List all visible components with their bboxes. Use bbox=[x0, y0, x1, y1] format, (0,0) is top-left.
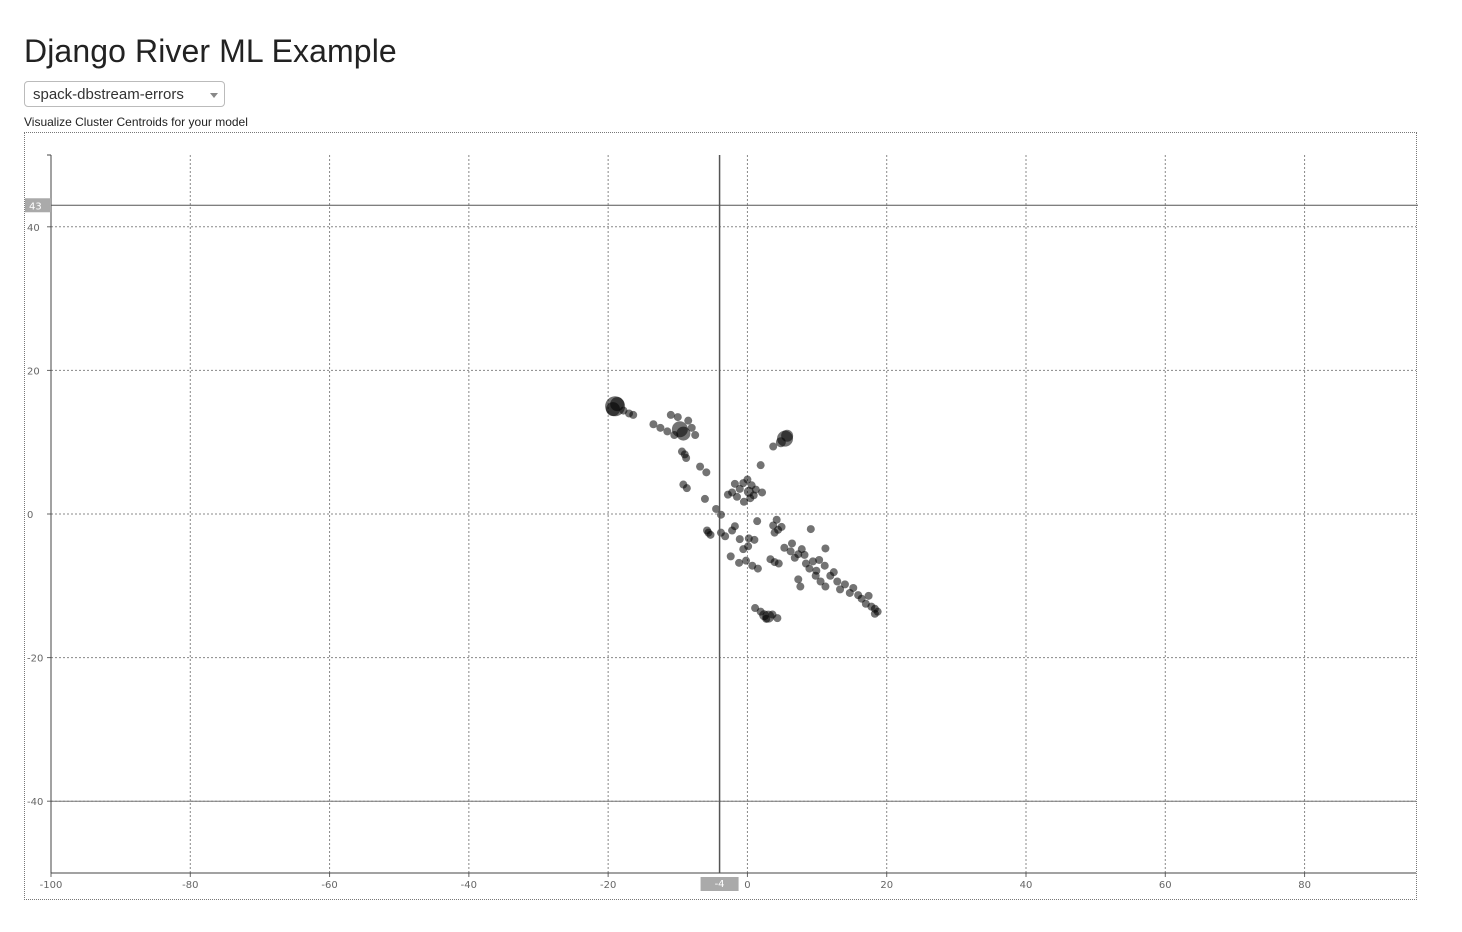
data-point bbox=[742, 556, 751, 565]
data-point bbox=[702, 468, 711, 477]
data-point bbox=[712, 504, 721, 513]
data-point bbox=[788, 539, 796, 548]
data-point bbox=[750, 535, 759, 544]
chevron-down-icon bbox=[210, 93, 218, 98]
data-point bbox=[656, 423, 665, 432]
data-point bbox=[806, 525, 815, 534]
data-point bbox=[756, 461, 765, 470]
data-point bbox=[666, 410, 675, 419]
crosshair-x-label: -4 bbox=[715, 879, 725, 890]
data-point bbox=[673, 413, 682, 422]
data-point bbox=[770, 528, 779, 537]
page-title: Django River ML Example bbox=[24, 33, 397, 69]
crosshair-x-badge bbox=[700, 877, 739, 891]
x-tick-label: 40 bbox=[1020, 880, 1033, 891]
data-point bbox=[794, 575, 803, 584]
data-point bbox=[606, 402, 621, 417]
y-tick-label: 20 bbox=[27, 366, 40, 377]
grid bbox=[51, 155, 1416, 873]
data-point bbox=[811, 571, 820, 580]
data-point bbox=[775, 437, 786, 448]
data-point bbox=[704, 528, 713, 537]
x-tick-label: 20 bbox=[880, 880, 893, 891]
data-point bbox=[773, 614, 782, 623]
x-tick-label: 80 bbox=[1298, 880, 1311, 891]
x-tick-label: -100 bbox=[40, 880, 63, 891]
data-point bbox=[687, 423, 696, 432]
data-point bbox=[663, 427, 672, 436]
data-point bbox=[670, 431, 679, 440]
model-select[interactable]: spack-dbstream-errors bbox=[24, 81, 225, 107]
data-points bbox=[605, 396, 882, 623]
x-tick-label: 60 bbox=[1159, 880, 1172, 891]
data-point bbox=[864, 591, 873, 600]
data-point bbox=[753, 564, 762, 573]
axes: -100 -80 -60 -40 -20 0 20 40 60 80 40 20 0 -20 -40 bbox=[27, 154, 1416, 891]
x-tick-label: -80 bbox=[182, 880, 198, 891]
data-point bbox=[676, 426, 691, 441]
data-point bbox=[796, 582, 805, 591]
data-point bbox=[682, 484, 691, 493]
data-point bbox=[758, 488, 767, 497]
data-point bbox=[762, 614, 771, 623]
data-point bbox=[840, 580, 849, 589]
model-select-value: spack-dbstream-errors bbox=[33, 86, 184, 103]
data-point bbox=[777, 522, 786, 531]
y-tick-label: 0 bbox=[27, 510, 33, 521]
data-point bbox=[696, 462, 705, 471]
data-point bbox=[820, 561, 829, 570]
data-point bbox=[772, 515, 781, 524]
data-point bbox=[735, 484, 744, 493]
data-point bbox=[829, 568, 838, 577]
data-point bbox=[769, 442, 778, 451]
data-point bbox=[746, 494, 755, 503]
data-point bbox=[700, 494, 709, 503]
data-point bbox=[744, 542, 753, 551]
crosshair-y-label: 43 bbox=[29, 201, 42, 212]
data-point bbox=[726, 552, 735, 561]
data-point bbox=[780, 543, 789, 552]
data-point bbox=[730, 479, 739, 488]
y-tick-label: 40 bbox=[27, 223, 40, 234]
data-point bbox=[721, 532, 730, 541]
data-point bbox=[821, 544, 830, 553]
data-point bbox=[730, 522, 739, 531]
data-point bbox=[629, 410, 638, 419]
data-point bbox=[716, 510, 725, 519]
data-point bbox=[870, 609, 879, 618]
data-point bbox=[684, 416, 693, 425]
y-tick-label: -20 bbox=[27, 654, 43, 665]
data-point bbox=[816, 577, 825, 586]
data-point bbox=[649, 420, 658, 429]
data-point bbox=[833, 577, 842, 586]
data-point bbox=[774, 559, 783, 568]
data-point bbox=[682, 453, 691, 462]
chart-caption: Visualize Cluster Centroids for your mod… bbox=[24, 115, 248, 129]
data-point bbox=[743, 475, 752, 484]
data-point bbox=[732, 492, 741, 501]
data-point bbox=[800, 550, 809, 559]
crosshair: 43 -4 bbox=[25, 155, 1418, 891]
data-point bbox=[836, 585, 845, 594]
data-point bbox=[849, 583, 858, 592]
cluster-plot[interactable]: -100 -80 -60 -40 -20 0 20 40 60 80 40 20 0 -20 -40 43-… bbox=[24, 132, 1418, 901]
y-tick-label: -40 bbox=[27, 797, 43, 808]
data-point bbox=[739, 497, 748, 506]
x-tick-label: -20 bbox=[600, 880, 616, 891]
data-point bbox=[808, 557, 817, 566]
data-point bbox=[821, 582, 830, 591]
data-point bbox=[786, 547, 795, 556]
data-point bbox=[805, 564, 814, 573]
data-point bbox=[735, 535, 744, 544]
data-point bbox=[753, 517, 762, 526]
data-point bbox=[815, 555, 824, 564]
x-tick-label: -60 bbox=[321, 880, 337, 891]
x-tick-label: 0 bbox=[744, 880, 750, 891]
data-point bbox=[691, 431, 700, 440]
x-tick-label: -40 bbox=[461, 880, 477, 891]
data-point bbox=[735, 558, 744, 567]
crosshair-y-badge bbox=[25, 198, 51, 213]
